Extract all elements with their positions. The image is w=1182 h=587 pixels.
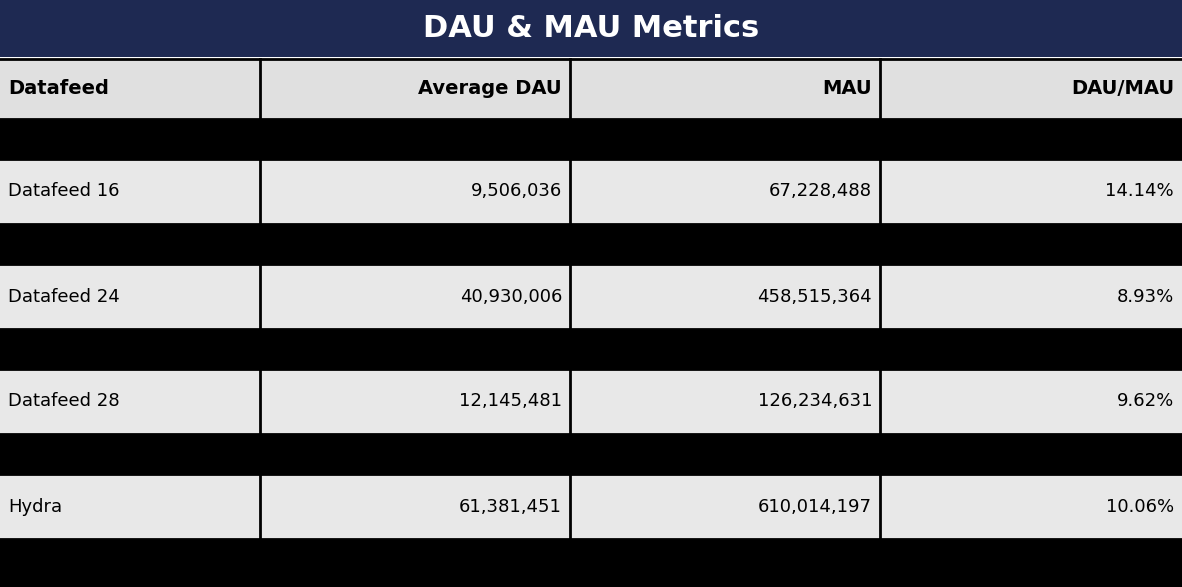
Bar xyxy=(0,0,1182,57)
Bar xyxy=(0,57,1182,59)
Text: DAU & MAU Metrics: DAU & MAU Metrics xyxy=(423,14,759,43)
Text: Datafeed 24: Datafeed 24 xyxy=(8,288,119,305)
Bar xyxy=(0,119,1182,159)
Text: 458,515,364: 458,515,364 xyxy=(758,288,872,305)
Text: DAU/MAU: DAU/MAU xyxy=(1071,79,1174,99)
Text: 9,506,036: 9,506,036 xyxy=(470,183,561,201)
Text: 10.06%: 10.06% xyxy=(1106,498,1174,515)
Bar xyxy=(0,329,1182,369)
Text: Average DAU: Average DAU xyxy=(418,79,561,99)
Bar xyxy=(0,434,1182,474)
Text: 14.14%: 14.14% xyxy=(1105,183,1174,201)
Text: 12,145,481: 12,145,481 xyxy=(459,393,561,410)
Text: 40,930,006: 40,930,006 xyxy=(460,288,561,305)
Bar xyxy=(0,474,1182,539)
Bar xyxy=(0,159,1182,224)
Text: Datafeed 28: Datafeed 28 xyxy=(8,393,119,410)
Bar xyxy=(0,264,1182,329)
Text: 67,228,488: 67,228,488 xyxy=(769,183,872,201)
Text: Datafeed 16: Datafeed 16 xyxy=(8,183,119,201)
Text: 9.62%: 9.62% xyxy=(1117,393,1174,410)
Text: Hydra: Hydra xyxy=(8,498,63,515)
Text: 610,014,197: 610,014,197 xyxy=(758,498,872,515)
Text: MAU: MAU xyxy=(823,79,872,99)
Text: 61,381,451: 61,381,451 xyxy=(459,498,561,515)
Bar xyxy=(0,369,1182,434)
Bar xyxy=(0,59,1182,119)
Text: Datafeed: Datafeed xyxy=(8,79,109,99)
Bar xyxy=(0,539,1182,587)
Text: 126,234,631: 126,234,631 xyxy=(758,393,872,410)
Text: 8.93%: 8.93% xyxy=(1117,288,1174,305)
Bar xyxy=(0,224,1182,264)
